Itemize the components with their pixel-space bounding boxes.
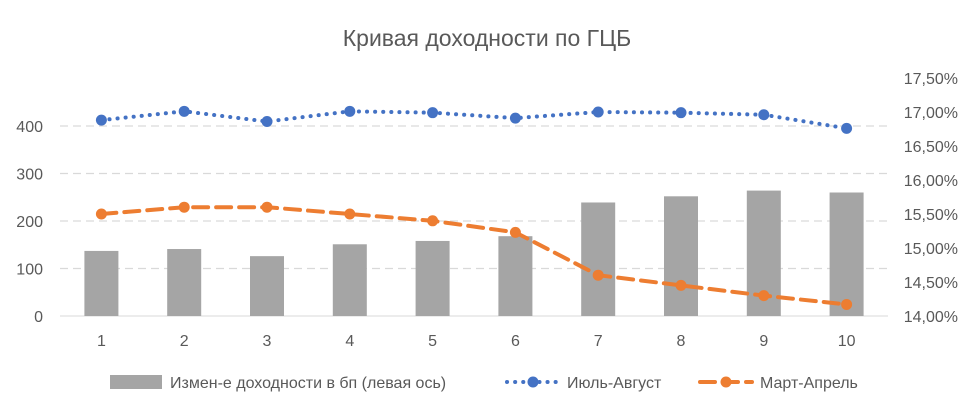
bar	[415, 240, 450, 316]
series-point	[344, 208, 356, 220]
left-axis: 0 100 200 300 400	[16, 119, 43, 326]
series-point	[758, 290, 770, 302]
right-tick-label: 16,50%	[904, 139, 958, 156]
left-tick-label: 0	[34, 309, 43, 326]
chart-title: Кривая доходности по ГЦБ	[343, 25, 632, 51]
right-tick-label: 16,00%	[904, 173, 958, 190]
series-line	[99, 109, 849, 131]
x-tick-label: 3	[263, 333, 272, 350]
bar	[581, 202, 616, 316]
series-point	[344, 105, 356, 117]
series-point	[178, 105, 190, 117]
x-tick-label: 6	[511, 333, 520, 350]
x-tick-label: 9	[759, 333, 768, 350]
right-tick-label: 15,00%	[904, 241, 958, 258]
left-tick-label: 200	[16, 214, 43, 231]
right-tick-label: 15,50%	[904, 207, 958, 224]
series-point	[675, 107, 687, 119]
legend-swatch-marker	[720, 376, 732, 388]
right-tick-label: 17,00%	[904, 105, 958, 122]
series-point	[758, 109, 770, 121]
right-axis: 14,00% 14,50% 15,00% 15,50% 16,00% 16,50% 17,0…	[904, 71, 958, 326]
series-point	[841, 298, 853, 310]
bar	[829, 192, 864, 316]
bar	[664, 196, 698, 316]
series-point	[509, 226, 521, 238]
x-tick-label: 8	[677, 333, 686, 350]
series-point	[592, 269, 604, 281]
right-tick-label: 14,00%	[904, 309, 958, 326]
series-point	[675, 279, 687, 291]
bar	[250, 256, 284, 316]
legend-label: Июль-Август	[567, 375, 662, 392]
left-tick-label: 300	[16, 167, 43, 184]
legend-label: Март-Апрель	[760, 375, 858, 392]
series-point	[427, 215, 439, 227]
legend-label: Измен-е доходности в бп (левая ось)	[170, 375, 446, 392]
x-axis: 1 2 3 4 5 6 7 8 9 10	[97, 333, 856, 350]
x-tick-label: 5	[428, 333, 437, 350]
bar-series	[84, 190, 864, 316]
series-point	[261, 201, 273, 213]
x-tick-label: 4	[345, 333, 354, 350]
x-tick-label: 1	[97, 333, 106, 350]
series-point	[592, 106, 604, 118]
series-point	[841, 122, 853, 134]
series-point	[261, 116, 273, 128]
bar	[167, 249, 202, 316]
left-tick-label: 100	[16, 262, 43, 279]
left-tick-label: 400	[16, 119, 43, 136]
x-tick-label: 10	[838, 333, 856, 350]
x-tick-label: 2	[180, 333, 189, 350]
right-tick-label: 17,50%	[904, 71, 958, 88]
bar	[332, 244, 367, 316]
series-point	[95, 114, 107, 126]
line-series	[95, 105, 853, 310]
legend-swatch-bar	[110, 375, 162, 389]
x-tick-label: 7	[594, 333, 603, 350]
right-tick-label: 14,50%	[904, 275, 958, 292]
legend-swatch-marker	[527, 376, 539, 388]
bar	[498, 236, 533, 316]
legend: Измен-е доходности в бп (левая ось) Июль-…	[110, 375, 858, 392]
series-line	[99, 205, 849, 307]
series-point	[95, 208, 107, 220]
series-point	[427, 107, 439, 119]
series-point	[509, 112, 521, 124]
series-point	[178, 201, 190, 213]
bar	[84, 250, 119, 316]
